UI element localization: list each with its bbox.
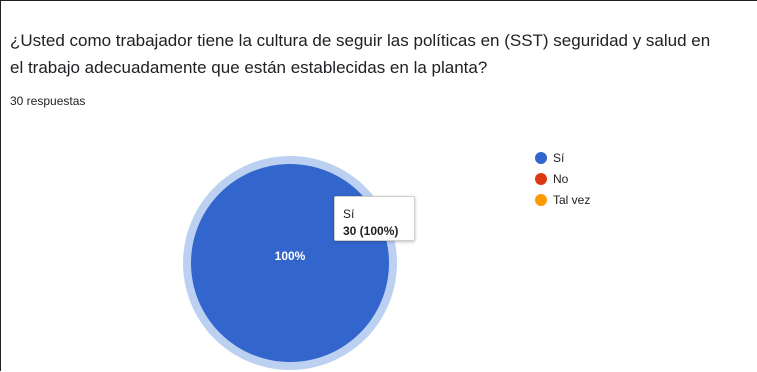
question-title: ¿Usted como trabajador tiene la cultura … — [10, 27, 755, 81]
pie-slice-s-[interactable] — [191, 164, 389, 362]
legend-swatch-si — [535, 151, 547, 164]
legend-swatch-tal-vez — [535, 193, 547, 206]
legend-item-tal-vez[interactable]: Tal vez — [535, 189, 590, 210]
legend-label-tal-vez: Tal vez — [553, 192, 591, 207]
slice-tooltip: Sí 30 (100%) — [334, 196, 415, 241]
response-count: 30 respuestas — [10, 94, 86, 108]
question-title-line-1: ¿Usted como trabajador tiene la cultura … — [10, 31, 711, 50]
legend-label-no: No — [553, 171, 569, 186]
question-title-line-2: el trabajo adecuadamente que están estab… — [10, 58, 488, 77]
legend: Sí No Tal vez — [535, 147, 590, 210]
tooltip-label: Sí — [343, 207, 355, 221]
tooltip-value: 30 (100%) — [343, 224, 399, 238]
legend-swatch-no — [535, 172, 547, 185]
pie-percent-label: 100% — [275, 249, 306, 263]
legend-label-si: Sí — [553, 150, 565, 165]
legend-item-si[interactable]: Sí — [535, 147, 590, 168]
legend-item-no[interactable]: No — [535, 168, 590, 189]
